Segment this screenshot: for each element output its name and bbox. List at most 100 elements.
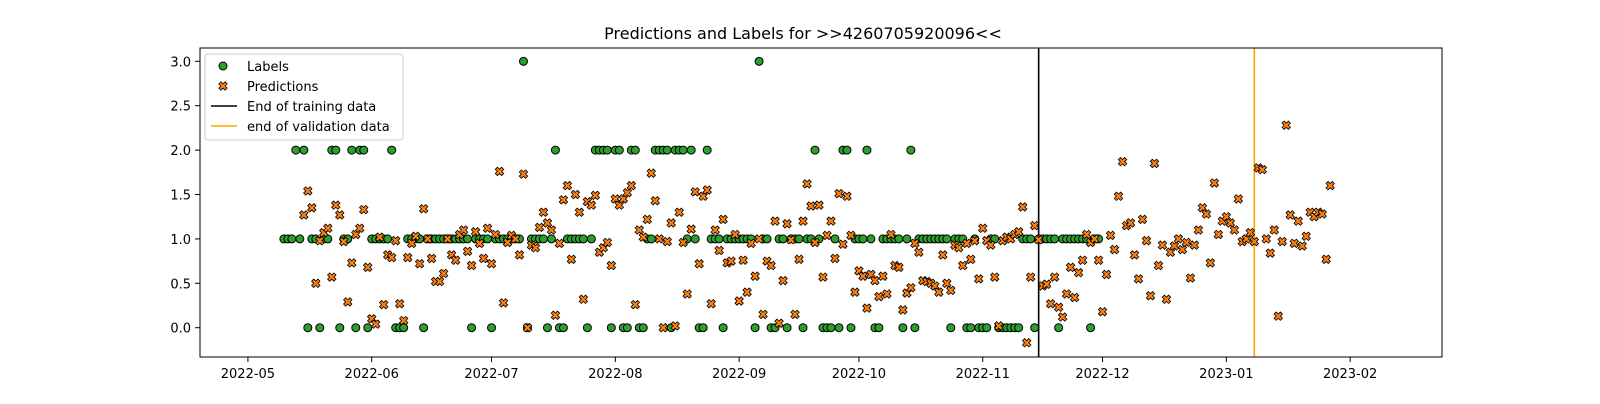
prediction-point (1073, 267, 1084, 278)
prediction-point (1057, 312, 1068, 322)
prediction-point (570, 189, 581, 200)
prediction-point (510, 234, 521, 244)
label-point (614, 145, 624, 155)
label-point (678, 145, 688, 155)
prediction-point (1189, 240, 1200, 250)
prediction-point (1181, 237, 1192, 248)
prediction-point (1325, 180, 1335, 191)
prediction-point (626, 180, 637, 191)
label-point (303, 323, 313, 333)
label-point (714, 234, 724, 244)
prediction-point (414, 259, 425, 269)
prediction-point (1261, 234, 1272, 244)
prediction-point (1225, 218, 1236, 228)
label-point (363, 323, 373, 333)
prediction-point (734, 296, 744, 306)
prediction-point (542, 218, 553, 228)
prediction-point (678, 237, 688, 248)
prediction-point (954, 243, 964, 253)
x-tick-label: 2023-01 (1199, 367, 1253, 382)
prediction-point (634, 225, 645, 235)
prediction-point (718, 214, 728, 225)
prediction-point (846, 230, 856, 241)
prediction-point (562, 180, 573, 191)
prediction-point (770, 216, 780, 226)
prediction-point (1017, 202, 1028, 212)
prediction-point (834, 188, 844, 199)
label-point (359, 145, 369, 155)
label-point (1086, 323, 1096, 333)
prediction-point (826, 216, 836, 226)
prediction-point (714, 245, 724, 256)
y-tick-label: 2.0 (170, 144, 191, 159)
label-point (794, 234, 804, 244)
prediction-point (742, 287, 752, 297)
prediction-point (450, 255, 461, 265)
prediction-point (1281, 120, 1292, 131)
prediction-point (494, 166, 505, 177)
prediction-point (426, 253, 437, 264)
prediction-point (1093, 255, 1104, 265)
prediction-point (938, 250, 948, 260)
prediction-point (1317, 209, 1327, 219)
prediction-point (402, 252, 413, 263)
prediction-point (1257, 164, 1268, 175)
label-point (782, 323, 792, 333)
prediction-point (818, 272, 828, 282)
prediction-point (942, 278, 952, 289)
label-point (538, 234, 548, 244)
prediction-point (434, 276, 445, 287)
label-point (387, 145, 397, 155)
prediction-point (969, 235, 980, 246)
prediction-point (1157, 240, 1168, 250)
label-point (347, 145, 357, 155)
prediction-point (682, 289, 692, 299)
prediction-point (1269, 225, 1280, 235)
label-point (1050, 234, 1060, 244)
prediction-point (323, 223, 333, 234)
prediction-point (1161, 294, 1172, 305)
prediction-point (462, 246, 473, 257)
prediction-point (670, 321, 681, 331)
prediction-point (766, 260, 776, 271)
x-tick-label: 2022-12 (1075, 367, 1129, 382)
prediction-point (1193, 225, 1204, 235)
prediction-point (342, 297, 353, 307)
prediction-point (1301, 231, 1311, 242)
prediction-point (965, 254, 976, 265)
label-point (622, 323, 632, 333)
prediction-point (1021, 338, 1032, 348)
prediction-point (394, 298, 405, 309)
prediction-point (758, 309, 768, 320)
prediction-point (1065, 262, 1076, 273)
label-point (830, 234, 840, 244)
prediction-point (554, 238, 565, 249)
prediction-point (490, 229, 501, 240)
prediction-point (977, 223, 988, 234)
plot-area (279, 48, 1335, 357)
prediction-point (686, 224, 696, 234)
prediction-point (1273, 311, 1284, 321)
prediction-point (1205, 258, 1216, 268)
prediction-point (1245, 227, 1256, 238)
prediction-point (354, 223, 365, 234)
label-point (586, 234, 596, 244)
prediction-point (482, 223, 493, 234)
prediction-point (774, 318, 784, 329)
prediction-point (674, 207, 684, 218)
prediction-point (558, 195, 569, 205)
x-tick-label: 2022-05 (221, 367, 275, 382)
prediction-point (474, 238, 485, 249)
prediction-point (362, 262, 373, 273)
label-point (606, 323, 616, 333)
prediction-point (378, 299, 389, 310)
legend-label: end of validation data (247, 120, 390, 135)
label-point (1054, 323, 1064, 333)
label-point (546, 234, 556, 244)
prediction-point (790, 309, 800, 320)
x-tick-label: 2022-07 (464, 367, 518, 382)
prediction-point (946, 285, 956, 296)
label-point (487, 323, 497, 333)
prediction-point (311, 278, 321, 289)
label-point (483, 234, 493, 244)
